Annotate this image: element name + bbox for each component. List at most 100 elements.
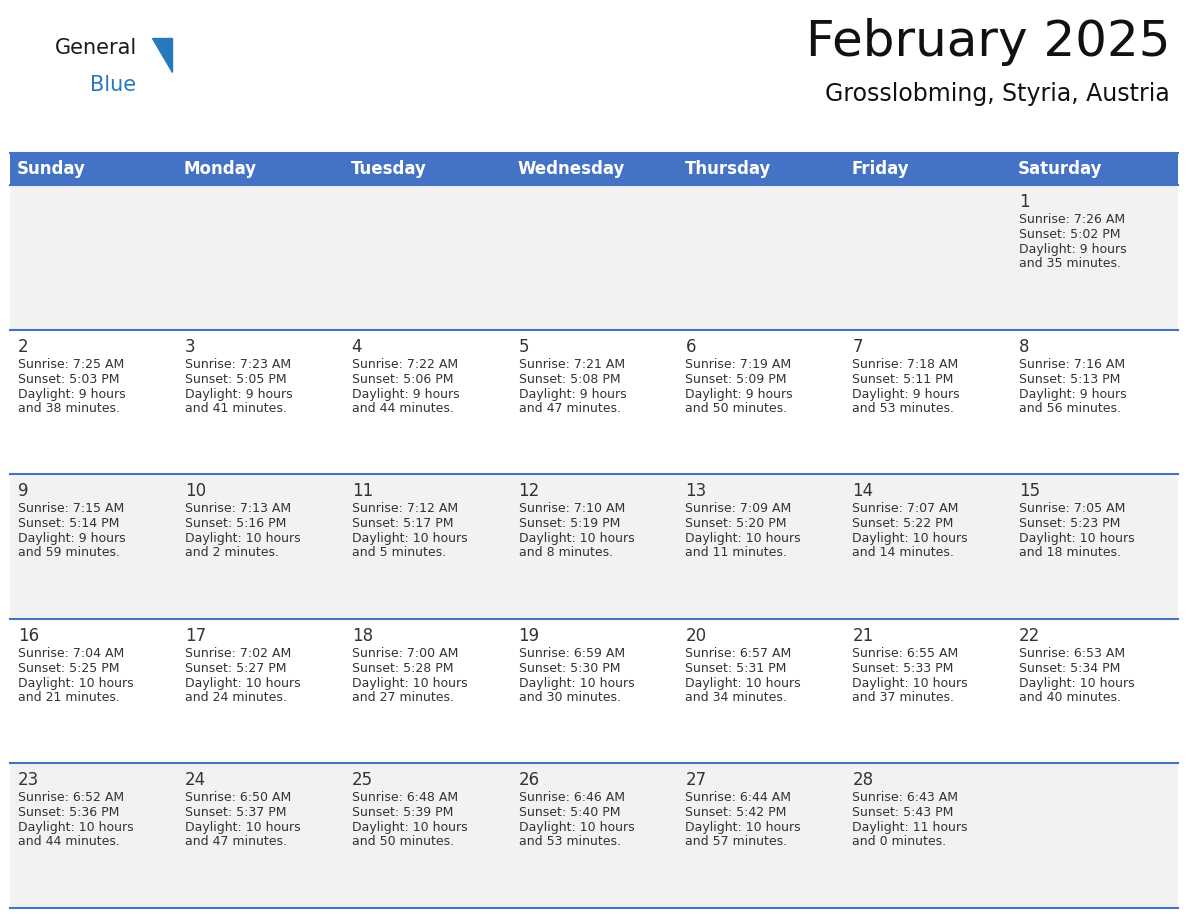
- Text: Sunset: 5:08 PM: Sunset: 5:08 PM: [519, 373, 620, 386]
- Text: Sunset: 5:13 PM: Sunset: 5:13 PM: [1019, 373, 1120, 386]
- Text: Grosslobming, Styria, Austria: Grosslobming, Styria, Austria: [826, 82, 1170, 106]
- Text: Daylight: 9 hours: Daylight: 9 hours: [18, 532, 126, 545]
- Text: Sunrise: 7:00 AM: Sunrise: 7:00 AM: [352, 647, 459, 660]
- Text: Sunset: 5:19 PM: Sunset: 5:19 PM: [519, 517, 620, 531]
- Text: and 5 minutes.: and 5 minutes.: [352, 546, 446, 559]
- Text: and 50 minutes.: and 50 minutes.: [352, 835, 454, 848]
- Text: Sunday: Sunday: [17, 160, 86, 178]
- Text: Sunset: 5:05 PM: Sunset: 5:05 PM: [185, 373, 286, 386]
- Text: Daylight: 9 hours: Daylight: 9 hours: [852, 387, 960, 400]
- Text: Daylight: 10 hours: Daylight: 10 hours: [852, 532, 968, 545]
- Text: and 34 minutes.: and 34 minutes.: [685, 691, 788, 704]
- Text: Sunset: 5:22 PM: Sunset: 5:22 PM: [852, 517, 954, 531]
- Bar: [845, 764, 1011, 908]
- Text: 2: 2: [18, 338, 29, 355]
- Text: and 8 minutes.: and 8 minutes.: [519, 546, 613, 559]
- Text: Daylight: 10 hours: Daylight: 10 hours: [1019, 677, 1135, 689]
- Text: and 14 minutes.: and 14 minutes.: [852, 546, 954, 559]
- Bar: [343, 330, 511, 475]
- Text: Sunrise: 6:50 AM: Sunrise: 6:50 AM: [185, 791, 291, 804]
- Text: Sunrise: 7:22 AM: Sunrise: 7:22 AM: [352, 358, 457, 371]
- Polygon shape: [152, 38, 172, 72]
- Text: 7: 7: [852, 338, 862, 355]
- Text: Sunset: 5:16 PM: Sunset: 5:16 PM: [185, 517, 286, 531]
- Text: and 56 minutes.: and 56 minutes.: [1019, 401, 1121, 415]
- Text: Daylight: 10 hours: Daylight: 10 hours: [685, 532, 801, 545]
- Text: 19: 19: [519, 627, 539, 644]
- Bar: [177, 619, 343, 764]
- Text: Daylight: 10 hours: Daylight: 10 hours: [352, 532, 467, 545]
- Text: 5: 5: [519, 338, 529, 355]
- Text: 1: 1: [1019, 193, 1030, 211]
- Bar: [10, 185, 177, 330]
- Text: Sunrise: 7:05 AM: Sunrise: 7:05 AM: [1019, 502, 1125, 515]
- Text: Sunset: 5:20 PM: Sunset: 5:20 PM: [685, 517, 786, 531]
- Text: Sunrise: 7:21 AM: Sunrise: 7:21 AM: [519, 358, 625, 371]
- Text: Sunrise: 7:07 AM: Sunrise: 7:07 AM: [852, 502, 959, 515]
- Text: Sunrise: 7:23 AM: Sunrise: 7:23 AM: [185, 358, 291, 371]
- Text: Saturday: Saturday: [1018, 160, 1102, 178]
- Text: Sunrise: 6:44 AM: Sunrise: 6:44 AM: [685, 791, 791, 804]
- Text: 17: 17: [185, 627, 206, 644]
- Text: 13: 13: [685, 482, 707, 500]
- Text: Sunrise: 6:48 AM: Sunrise: 6:48 AM: [352, 791, 457, 804]
- Text: 15: 15: [1019, 482, 1041, 500]
- Bar: [845, 153, 1011, 185]
- Text: and 41 minutes.: and 41 minutes.: [185, 401, 286, 415]
- Text: Sunrise: 6:43 AM: Sunrise: 6:43 AM: [852, 791, 959, 804]
- Text: Daylight: 9 hours: Daylight: 9 hours: [1019, 243, 1126, 256]
- Text: Sunrise: 6:52 AM: Sunrise: 6:52 AM: [18, 791, 124, 804]
- Text: Daylight: 10 hours: Daylight: 10 hours: [352, 677, 467, 689]
- Bar: [511, 764, 677, 908]
- Text: 28: 28: [852, 771, 873, 789]
- Bar: [1011, 619, 1178, 764]
- Text: and 35 minutes.: and 35 minutes.: [1019, 257, 1121, 270]
- Text: and 50 minutes.: and 50 minutes.: [685, 401, 788, 415]
- Text: Daylight: 9 hours: Daylight: 9 hours: [185, 387, 292, 400]
- Bar: [10, 764, 177, 908]
- Text: Sunrise: 7:04 AM: Sunrise: 7:04 AM: [18, 647, 125, 660]
- Text: Daylight: 10 hours: Daylight: 10 hours: [352, 822, 467, 834]
- Text: and 11 minutes.: and 11 minutes.: [685, 546, 788, 559]
- Text: Daylight: 9 hours: Daylight: 9 hours: [519, 387, 626, 400]
- Text: Sunset: 5:31 PM: Sunset: 5:31 PM: [685, 662, 786, 675]
- Text: Sunrise: 6:59 AM: Sunrise: 6:59 AM: [519, 647, 625, 660]
- Text: Sunrise: 7:26 AM: Sunrise: 7:26 AM: [1019, 213, 1125, 226]
- Text: Sunrise: 7:02 AM: Sunrise: 7:02 AM: [185, 647, 291, 660]
- Text: Sunrise: 7:09 AM: Sunrise: 7:09 AM: [685, 502, 791, 515]
- Bar: [343, 619, 511, 764]
- Text: Sunset: 5:23 PM: Sunset: 5:23 PM: [1019, 517, 1120, 531]
- Text: 14: 14: [852, 482, 873, 500]
- Text: 21: 21: [852, 627, 873, 644]
- Text: Tuesday: Tuesday: [350, 160, 426, 178]
- Text: Sunset: 5:42 PM: Sunset: 5:42 PM: [685, 806, 786, 820]
- Text: Sunrise: 7:16 AM: Sunrise: 7:16 AM: [1019, 358, 1125, 371]
- Text: Sunrise: 7:18 AM: Sunrise: 7:18 AM: [852, 358, 959, 371]
- Text: Daylight: 10 hours: Daylight: 10 hours: [519, 822, 634, 834]
- Text: Sunset: 5:11 PM: Sunset: 5:11 PM: [852, 373, 954, 386]
- Bar: [177, 475, 343, 619]
- Text: 27: 27: [685, 771, 707, 789]
- Text: Sunset: 5:43 PM: Sunset: 5:43 PM: [852, 806, 954, 820]
- Bar: [511, 153, 677, 185]
- Text: Sunset: 5:33 PM: Sunset: 5:33 PM: [852, 662, 954, 675]
- Text: Daylight: 10 hours: Daylight: 10 hours: [519, 677, 634, 689]
- Text: and 18 minutes.: and 18 minutes.: [1019, 546, 1121, 559]
- Bar: [677, 475, 845, 619]
- Bar: [511, 185, 677, 330]
- Text: and 44 minutes.: and 44 minutes.: [352, 401, 454, 415]
- Text: Sunset: 5:30 PM: Sunset: 5:30 PM: [519, 662, 620, 675]
- Text: Blue: Blue: [90, 75, 137, 95]
- Bar: [177, 764, 343, 908]
- Bar: [1011, 764, 1178, 908]
- Text: Sunset: 5:27 PM: Sunset: 5:27 PM: [185, 662, 286, 675]
- Text: Daylight: 10 hours: Daylight: 10 hours: [685, 822, 801, 834]
- Text: Sunset: 5:02 PM: Sunset: 5:02 PM: [1019, 228, 1120, 241]
- Text: Daylight: 10 hours: Daylight: 10 hours: [1019, 532, 1135, 545]
- Text: Sunset: 5:34 PM: Sunset: 5:34 PM: [1019, 662, 1120, 675]
- Text: Thursday: Thursday: [684, 160, 771, 178]
- Text: and 57 minutes.: and 57 minutes.: [685, 835, 788, 848]
- Text: Daylight: 10 hours: Daylight: 10 hours: [685, 677, 801, 689]
- Text: 8: 8: [1019, 338, 1030, 355]
- Text: and 27 minutes.: and 27 minutes.: [352, 691, 454, 704]
